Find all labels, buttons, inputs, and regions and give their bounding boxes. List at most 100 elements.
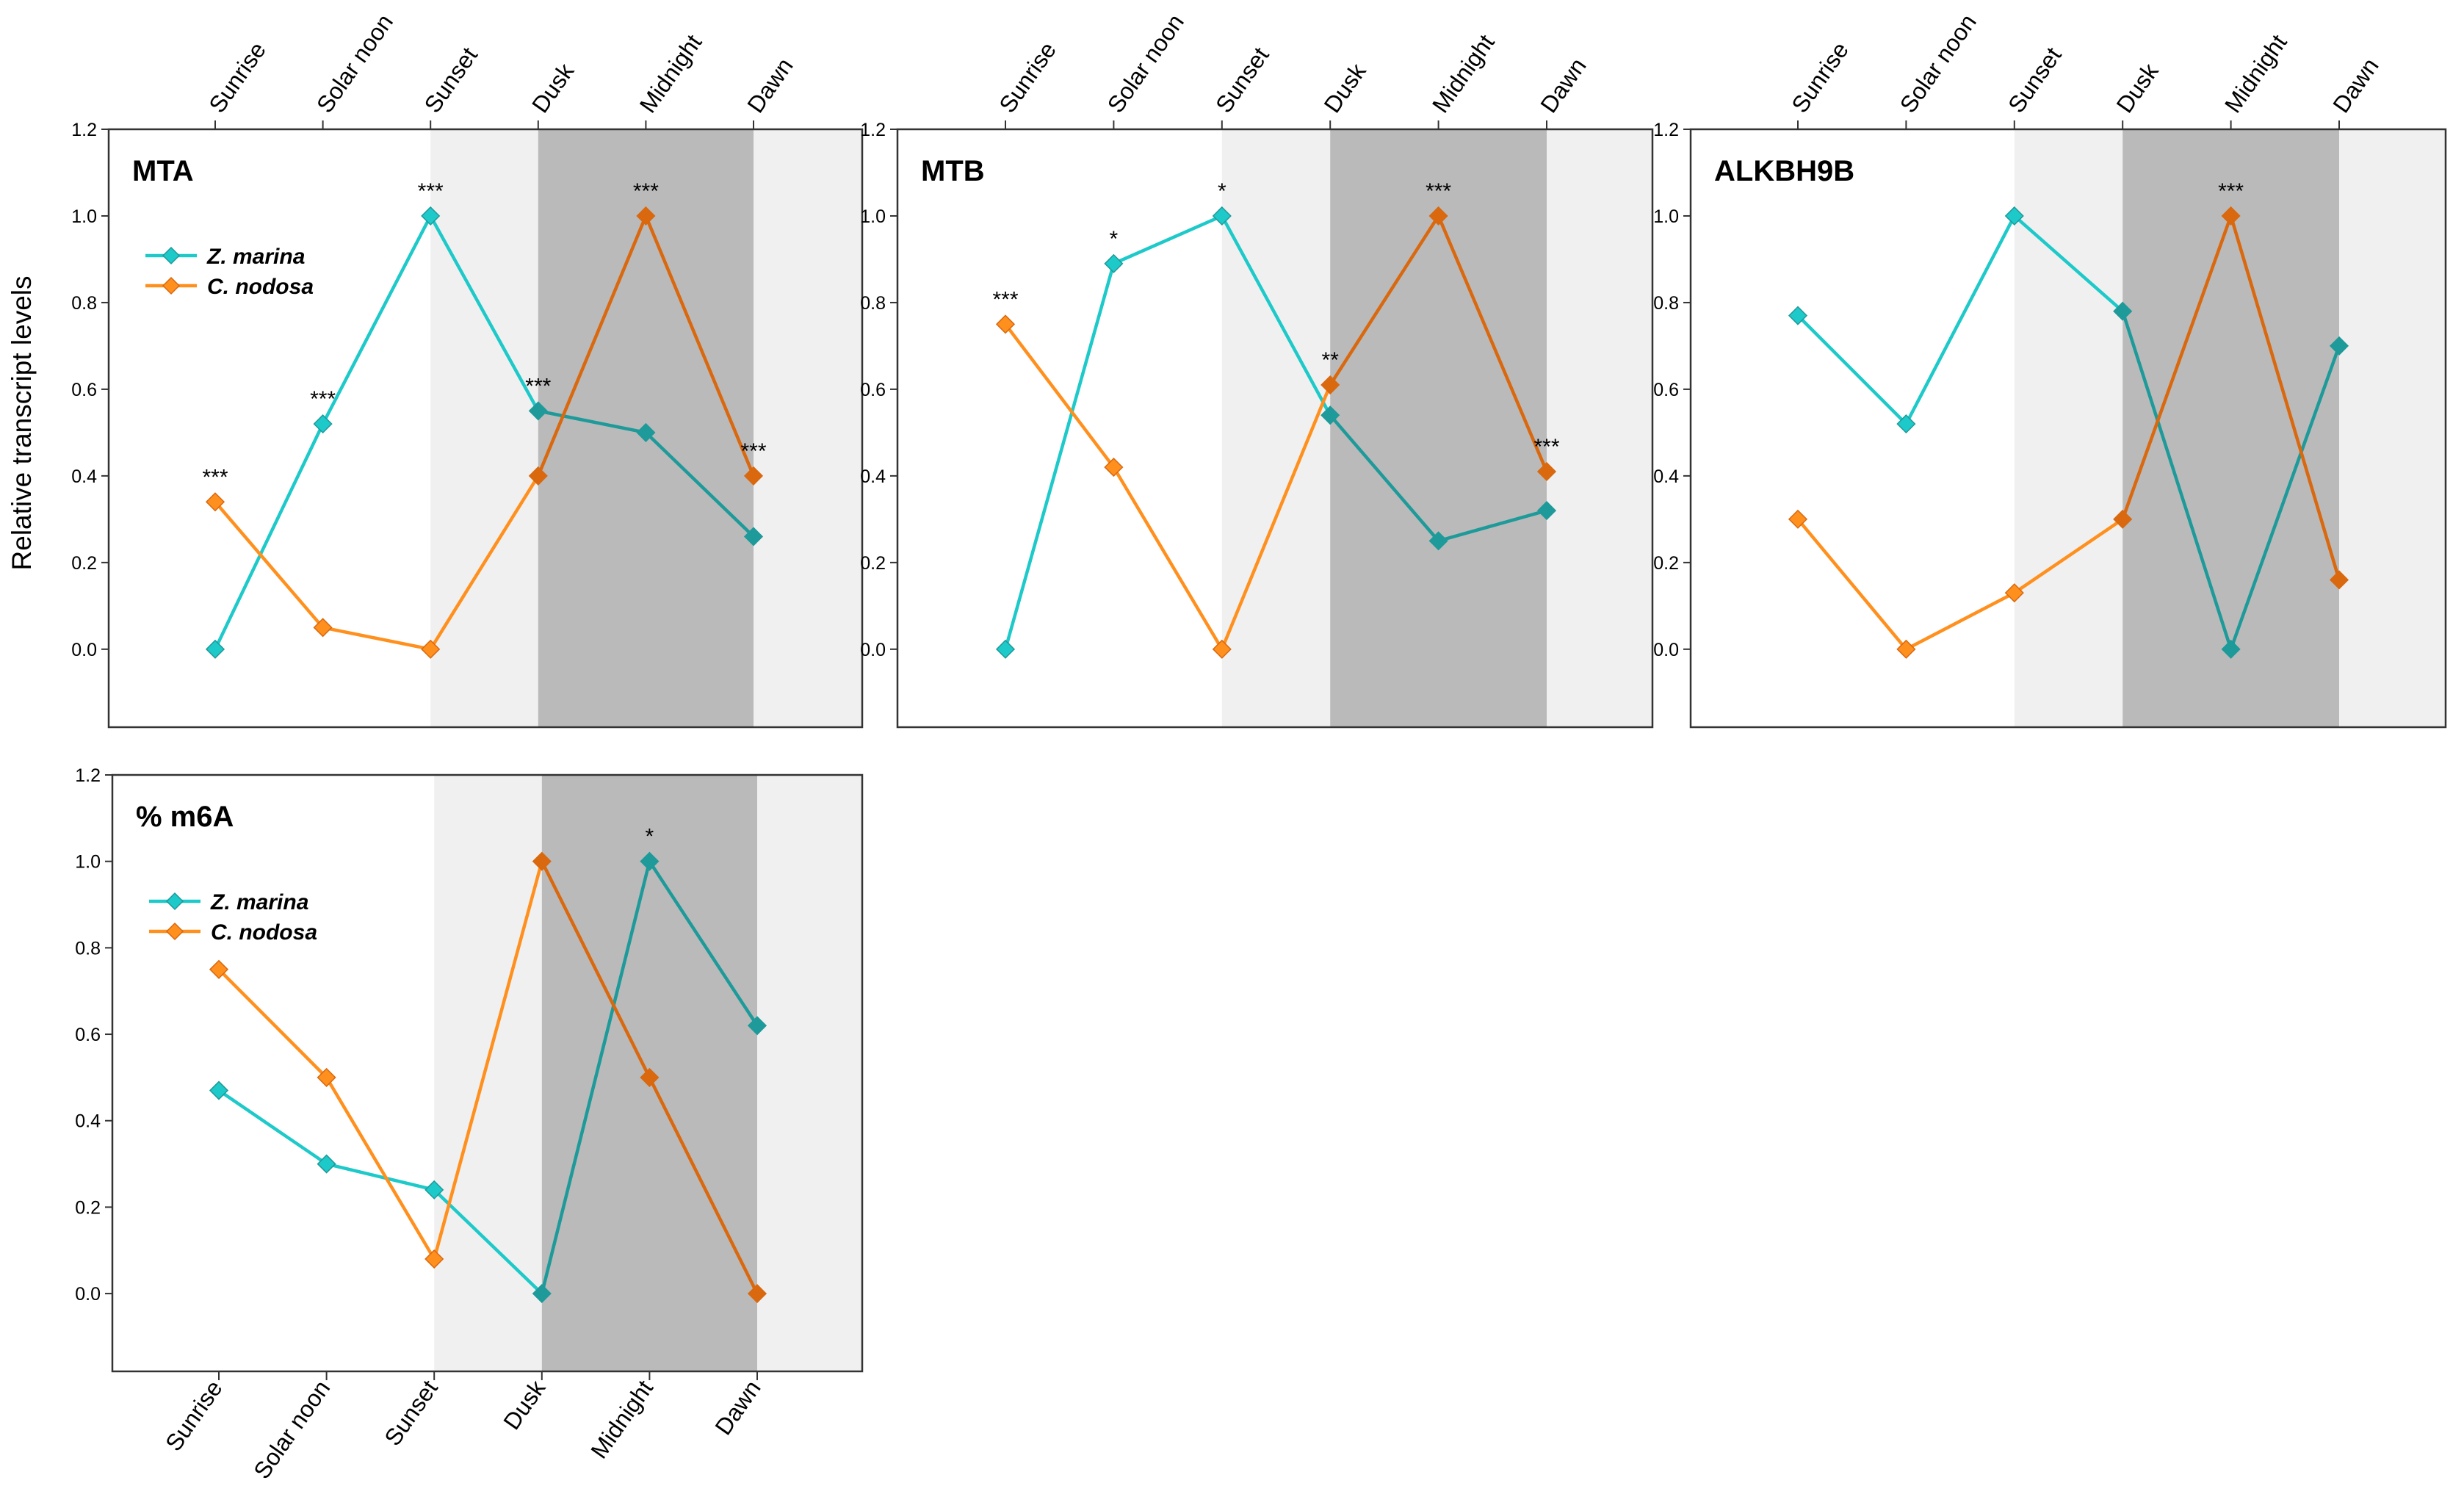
significance-label: * bbox=[1218, 179, 1226, 203]
x-category-label: Sunset bbox=[419, 43, 483, 118]
y-axis-label: Relative transcript levels bbox=[7, 276, 37, 571]
y-tick-label: 0.8 bbox=[860, 293, 886, 314]
data-point-z-marina bbox=[209, 1081, 229, 1100]
data-point-c-nodosa bbox=[1428, 206, 1448, 226]
y-tick-label: 0.2 bbox=[75, 1197, 101, 1218]
legend-label-z-marina: Z. marina bbox=[206, 245, 305, 269]
series-line-z-marina bbox=[1112, 214, 1224, 266]
data-point-z-marina bbox=[205, 639, 225, 659]
y-tick-label: 1.2 bbox=[860, 120, 886, 140]
significance-label: *** bbox=[2218, 179, 2244, 203]
x-category-label: Midnight bbox=[585, 1375, 658, 1463]
y-tick-label: 0.6 bbox=[75, 1025, 101, 1045]
data-point-c-nodosa bbox=[2113, 509, 2133, 529]
series-line-z-marina bbox=[1796, 314, 1908, 426]
y-tick-label: 1.2 bbox=[75, 765, 101, 786]
data-point-z-marina bbox=[317, 1154, 336, 1174]
data-point-z-marina bbox=[1104, 253, 1124, 273]
data-point-c-nodosa bbox=[640, 1067, 660, 1087]
panel-title: MTB bbox=[921, 155, 985, 187]
x-category-label: Dawn bbox=[1535, 53, 1591, 118]
series-line-z-marina bbox=[325, 1162, 436, 1192]
significance-label: *** bbox=[992, 287, 1018, 311]
data-point-z-marina bbox=[1212, 206, 1232, 226]
x-category-label: Sunrise bbox=[203, 37, 271, 118]
data-point-c-nodosa bbox=[528, 466, 548, 486]
data-point-z-marina bbox=[2004, 206, 2024, 226]
y-tick-label: 0.4 bbox=[1653, 466, 1679, 487]
y-tick-label: 0.6 bbox=[71, 380, 97, 400]
chart-panel-4: 0.0 0.2 0.4 0.6 0.8 1.0 1.2 Sunrise Solar noon Su… bbox=[75, 765, 864, 1484]
y-tick-label: 0.8 bbox=[75, 938, 101, 959]
legend: Z. marina C. nodosa bbox=[145, 245, 314, 299]
series-line-z-marina bbox=[1003, 261, 1116, 652]
plot-frame bbox=[107, 128, 864, 729]
legend: Z. marina C. nodosa bbox=[149, 890, 317, 945]
legend-marker-c-nodosa bbox=[165, 922, 184, 941]
series-line-z-marina bbox=[648, 859, 759, 1028]
x-category-label: Solar noon bbox=[1102, 10, 1189, 118]
x-category-label: Sunrise bbox=[994, 37, 1061, 118]
series-line-z-marina bbox=[213, 422, 325, 652]
data-point-c-nodosa bbox=[2221, 206, 2241, 226]
data-point-z-marina bbox=[1896, 414, 1916, 434]
data-point-z-marina bbox=[2221, 639, 2241, 659]
x-category-label: Sunrise bbox=[160, 1375, 228, 1456]
data-point-z-marina bbox=[313, 414, 333, 434]
data-point-c-nodosa bbox=[205, 492, 225, 512]
data-point-z-marina bbox=[2113, 301, 2133, 321]
series-line-c-nodosa bbox=[1904, 591, 2017, 652]
significance-label: *** bbox=[1533, 435, 1559, 459]
series-line-c-nodosa bbox=[1328, 214, 1440, 387]
data-point-c-nodosa bbox=[1212, 639, 1232, 659]
y-tick-label: 0.2 bbox=[860, 553, 886, 574]
chart-panel-3: 0.0 0.2 0.4 0.6 0.8 1.0 1.2 Sunrise Solar noon Su… bbox=[1653, 10, 2447, 729]
x-category-label: Dawn bbox=[709, 1375, 765, 1440]
y-tick-label: 1.0 bbox=[860, 206, 886, 227]
series-line-z-marina bbox=[540, 859, 651, 1296]
series-line-z-marina bbox=[1220, 214, 1332, 417]
data-point-c-nodosa bbox=[532, 851, 552, 871]
y-tick-label: 1.0 bbox=[71, 206, 97, 227]
data-point-z-marina bbox=[640, 851, 660, 871]
x-category-label: Solar noon bbox=[1895, 10, 1981, 118]
data-point-c-nodosa bbox=[1788, 509, 1808, 529]
y-tick-label: 0.0 bbox=[860, 640, 886, 660]
data-point-c-nodosa bbox=[209, 959, 229, 979]
x-category-label: Dusk bbox=[1318, 58, 1371, 118]
chart-panel-1: 0.0 0.2 0.4 0.6 0.8 1.0 1.2 Sunrise Solar noon Su… bbox=[71, 10, 864, 729]
significance-label: *** bbox=[740, 439, 766, 463]
legend-marker-z-marina bbox=[162, 246, 181, 265]
x-category-label: Solar noon bbox=[248, 1375, 335, 1483]
y-tick-label: 1.2 bbox=[1653, 120, 1679, 140]
series-line-z-marina bbox=[1437, 508, 1549, 543]
plot-frame bbox=[896, 128, 1654, 729]
data-point-c-nodosa bbox=[1896, 639, 1916, 659]
series-line-c-nodosa bbox=[321, 626, 433, 652]
x-category-label: Dawn bbox=[742, 53, 798, 118]
series-line-c-nodosa bbox=[540, 859, 651, 1080]
series-line-c-nodosa bbox=[536, 214, 648, 478]
data-point-z-marina bbox=[636, 422, 656, 442]
chart-panel-2: 0.0 0.2 0.4 0.6 0.8 1.0 1.2 Sunrise Solar noon Su… bbox=[860, 10, 1654, 729]
legend-label-c-nodosa: C. nodosa bbox=[207, 275, 314, 299]
series-line-c-nodosa bbox=[2120, 214, 2233, 522]
series-line-c-nodosa bbox=[432, 859, 544, 1261]
data-point-c-nodosa bbox=[421, 639, 441, 659]
series-line-c-nodosa bbox=[1796, 517, 1908, 652]
series-line-c-nodosa bbox=[1112, 465, 1224, 652]
plot-frame bbox=[1689, 128, 2447, 729]
predawn-shading bbox=[1547, 129, 1652, 727]
series-line-c-nodosa bbox=[2229, 214, 2341, 582]
significance-label: * bbox=[646, 825, 654, 849]
y-tick-label: 0.0 bbox=[71, 640, 97, 660]
series-line-c-nodosa bbox=[213, 500, 325, 629]
data-point-z-marina bbox=[1536, 501, 1557, 521]
y-tick-label: 0.6 bbox=[1653, 380, 1679, 400]
legend-label-c-nodosa: C. nodosa bbox=[211, 920, 317, 945]
x-category-label: Dusk bbox=[2111, 58, 2164, 118]
x-category-label: Midnight bbox=[635, 29, 707, 118]
data-point-z-marina bbox=[1428, 531, 1448, 551]
panel-title: % m6A bbox=[136, 801, 234, 833]
